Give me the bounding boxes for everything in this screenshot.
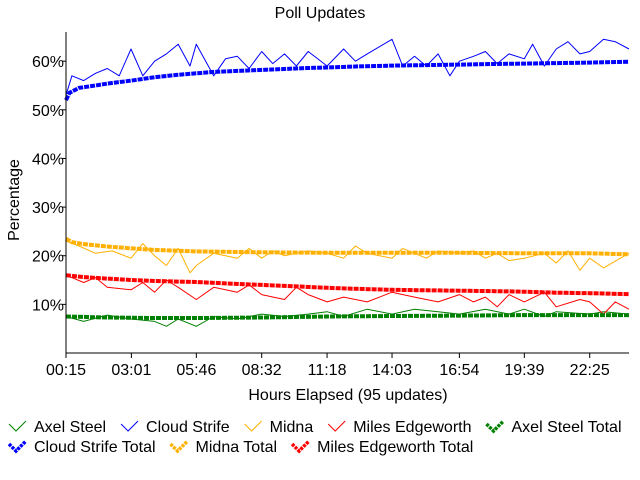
y-tick-label: 60%: [32, 54, 64, 71]
legend-label-midna-total: Midna Total: [196, 439, 278, 456]
series-line-cloud-strife: [65, 38, 630, 96]
legend-swatch-miles-edgeworth: [327, 420, 346, 432]
legend-swatch-miles-edgeworth-total: [290, 439, 311, 454]
series-line-midna: [65, 240, 630, 274]
legend: Axel Steel Cloud Strife Midna Miles Edgewor…: [7, 419, 622, 456]
legend-label-axel-steel-total: Axel Steel Total: [512, 419, 622, 436]
x-tick-label: 05:46: [176, 362, 216, 379]
legend-label-midna: Midna: [270, 419, 314, 436]
legend-label-cloud-strife-total: Cloud Strife Total: [34, 439, 156, 456]
legend-swatch-midna: [244, 420, 262, 432]
series-line-axel-steel-total: [65, 313, 629, 320]
x-tick-label: 03:01: [111, 362, 151, 379]
series-line-axel-steel: [65, 308, 630, 327]
x-tick-label: 16:54: [439, 362, 479, 379]
y-tick-label: 20%: [32, 249, 64, 266]
series-line-miles-edgeworth: [65, 274, 630, 315]
series-line-midna-total: [65, 236, 630, 257]
chart-title: Poll Updates: [275, 5, 366, 22]
y-tick-label: 50%: [32, 103, 64, 120]
series-layer: [64, 38, 630, 327]
y-tick-label: 10%: [32, 297, 64, 314]
x-tick-label: 11:18: [308, 362, 347, 379]
x-tick-label: 14:03: [372, 362, 412, 379]
axes-layer: 10% 20% 30% 40% 50% 60% 00:15 03:01 05:46 08:32 11…: [32, 32, 629, 379]
legend-label-miles-edgeworth-total: Miles Edgeworth Total: [317, 439, 473, 456]
legend-label-miles-edgeworth: Miles Edgeworth: [353, 419, 471, 436]
x-axis-title: Hours Elapsed (95 updates): [248, 387, 447, 404]
legend-label-axel-steel: Axel Steel: [34, 419, 106, 436]
x-tick-label: 19:39: [504, 362, 544, 379]
x-tick-label: 00:15: [46, 362, 86, 379]
legend-label-cloud-strife: Cloud Strife: [146, 419, 230, 436]
x-tick-label: 22:25: [570, 362, 610, 379]
x-tick-label: 08:32: [242, 362, 282, 379]
y-axis-title: Percentage: [6, 159, 23, 241]
legend-swatch-axel-steel: [8, 420, 27, 432]
legend-swatch-midna-total: [169, 439, 189, 454]
y-tick-label: 30%: [32, 200, 64, 217]
y-tick-label: 40%: [32, 151, 64, 168]
legend-swatch-cloud-strife-total: [7, 439, 28, 454]
legend-swatch-cloud-strife: [120, 420, 139, 432]
legend-swatch-axel-steel-total: [485, 419, 505, 434]
series-line-cloud-strife-total: [64, 59, 630, 101]
series-line-miles-edgeworth-total: [65, 273, 630, 297]
